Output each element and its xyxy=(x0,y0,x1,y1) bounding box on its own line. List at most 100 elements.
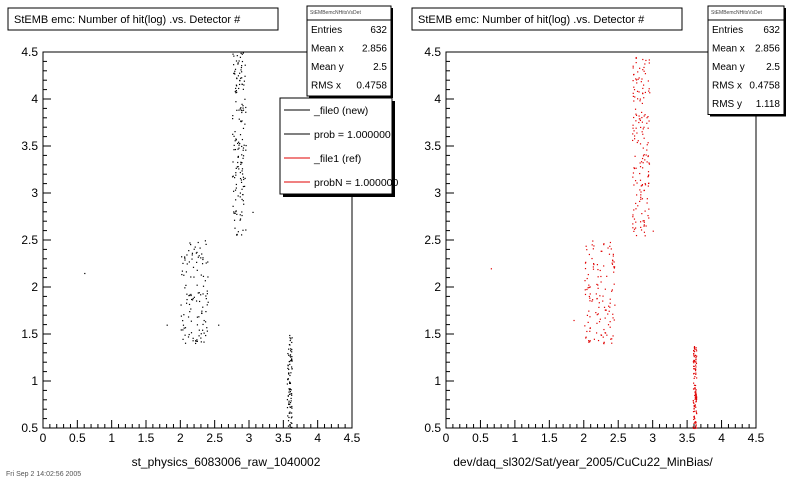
data-point xyxy=(695,395,697,398)
data-point xyxy=(289,344,291,346)
data-point xyxy=(587,287,589,289)
data-point xyxy=(233,144,235,146)
data-point xyxy=(198,329,200,331)
data-point xyxy=(189,242,191,244)
data-point xyxy=(244,123,246,125)
y-tick-label: 3 xyxy=(31,186,38,200)
data-point xyxy=(166,324,168,326)
data-point xyxy=(182,329,184,331)
y-tick-label: 4.5 xyxy=(21,45,38,59)
data-point xyxy=(694,427,696,430)
data-point xyxy=(596,314,598,316)
data-point xyxy=(603,243,605,246)
data-point xyxy=(644,63,646,65)
x-tick-label: 2.5 xyxy=(610,431,627,445)
data-point xyxy=(241,53,243,55)
data-point xyxy=(586,249,588,251)
data-point xyxy=(596,297,598,300)
data-point xyxy=(291,368,293,370)
data-point xyxy=(638,115,640,117)
data-point xyxy=(589,293,591,295)
data-point xyxy=(245,111,247,113)
data-point xyxy=(644,73,647,75)
data-point xyxy=(643,137,645,139)
data-point xyxy=(648,59,650,61)
data-point xyxy=(633,100,635,102)
data-point xyxy=(237,148,239,150)
data-point xyxy=(242,149,244,151)
data-point xyxy=(647,155,649,158)
data-point xyxy=(609,321,611,323)
stats-box-frame xyxy=(306,5,392,97)
data-point xyxy=(286,383,288,385)
data-point xyxy=(196,340,198,342)
data-point xyxy=(239,192,241,194)
data-point xyxy=(181,270,184,272)
data-point xyxy=(609,298,611,300)
data-point xyxy=(180,315,182,317)
data-point xyxy=(242,155,245,157)
data-point xyxy=(242,52,244,54)
data-point xyxy=(585,261,587,263)
data-point xyxy=(584,293,587,296)
data-point xyxy=(207,261,209,263)
data-point xyxy=(648,182,650,184)
data-point xyxy=(695,364,697,366)
data-point xyxy=(196,269,198,271)
data-point xyxy=(190,276,192,278)
data-point xyxy=(237,63,239,65)
data-point xyxy=(198,255,200,257)
data-point xyxy=(287,425,290,427)
data-point xyxy=(639,221,642,223)
data-point xyxy=(204,280,206,282)
data-point xyxy=(647,175,650,177)
data-point xyxy=(204,321,207,323)
data-point xyxy=(639,162,641,164)
data-point xyxy=(288,348,290,350)
data-point xyxy=(635,234,638,237)
stats-value: 632 xyxy=(763,25,780,36)
data-point xyxy=(595,332,598,334)
data-point xyxy=(238,109,240,111)
data-point xyxy=(184,342,187,344)
data-point xyxy=(608,305,610,307)
data-point xyxy=(633,86,635,88)
data-point xyxy=(233,219,236,221)
x-tick-label: 1 xyxy=(512,431,519,445)
data-point xyxy=(242,107,244,109)
data-point xyxy=(642,93,644,95)
data-point xyxy=(587,321,589,323)
data-point xyxy=(589,286,591,288)
data-point xyxy=(186,293,188,295)
data-point xyxy=(645,59,647,62)
data-point xyxy=(290,422,292,424)
data-point xyxy=(696,355,698,357)
data-point xyxy=(241,65,243,67)
data-point xyxy=(289,374,291,377)
data-point xyxy=(573,319,575,322)
data-point xyxy=(597,287,599,289)
data-point xyxy=(241,71,243,73)
data-point xyxy=(184,334,186,336)
data-point xyxy=(290,372,292,374)
data-point xyxy=(205,295,207,297)
data-point xyxy=(597,268,599,271)
data-point xyxy=(233,190,235,192)
data-point xyxy=(609,241,612,244)
data-point xyxy=(610,248,612,250)
data-point xyxy=(693,418,695,421)
stats-value: 632 xyxy=(370,25,387,36)
data-point xyxy=(287,364,289,366)
data-point xyxy=(240,107,242,109)
data-point xyxy=(240,69,242,71)
data-point xyxy=(291,394,293,396)
data-point xyxy=(613,271,615,273)
data-point xyxy=(633,135,636,137)
data-point xyxy=(588,295,590,298)
data-point xyxy=(186,254,188,256)
chart-title: StEMB emc: Number of hit(log) .vs. Detec… xyxy=(418,14,645,26)
data-point xyxy=(234,68,237,70)
legend-frame xyxy=(279,97,393,195)
data-point xyxy=(693,402,695,404)
data-point xyxy=(245,144,247,147)
